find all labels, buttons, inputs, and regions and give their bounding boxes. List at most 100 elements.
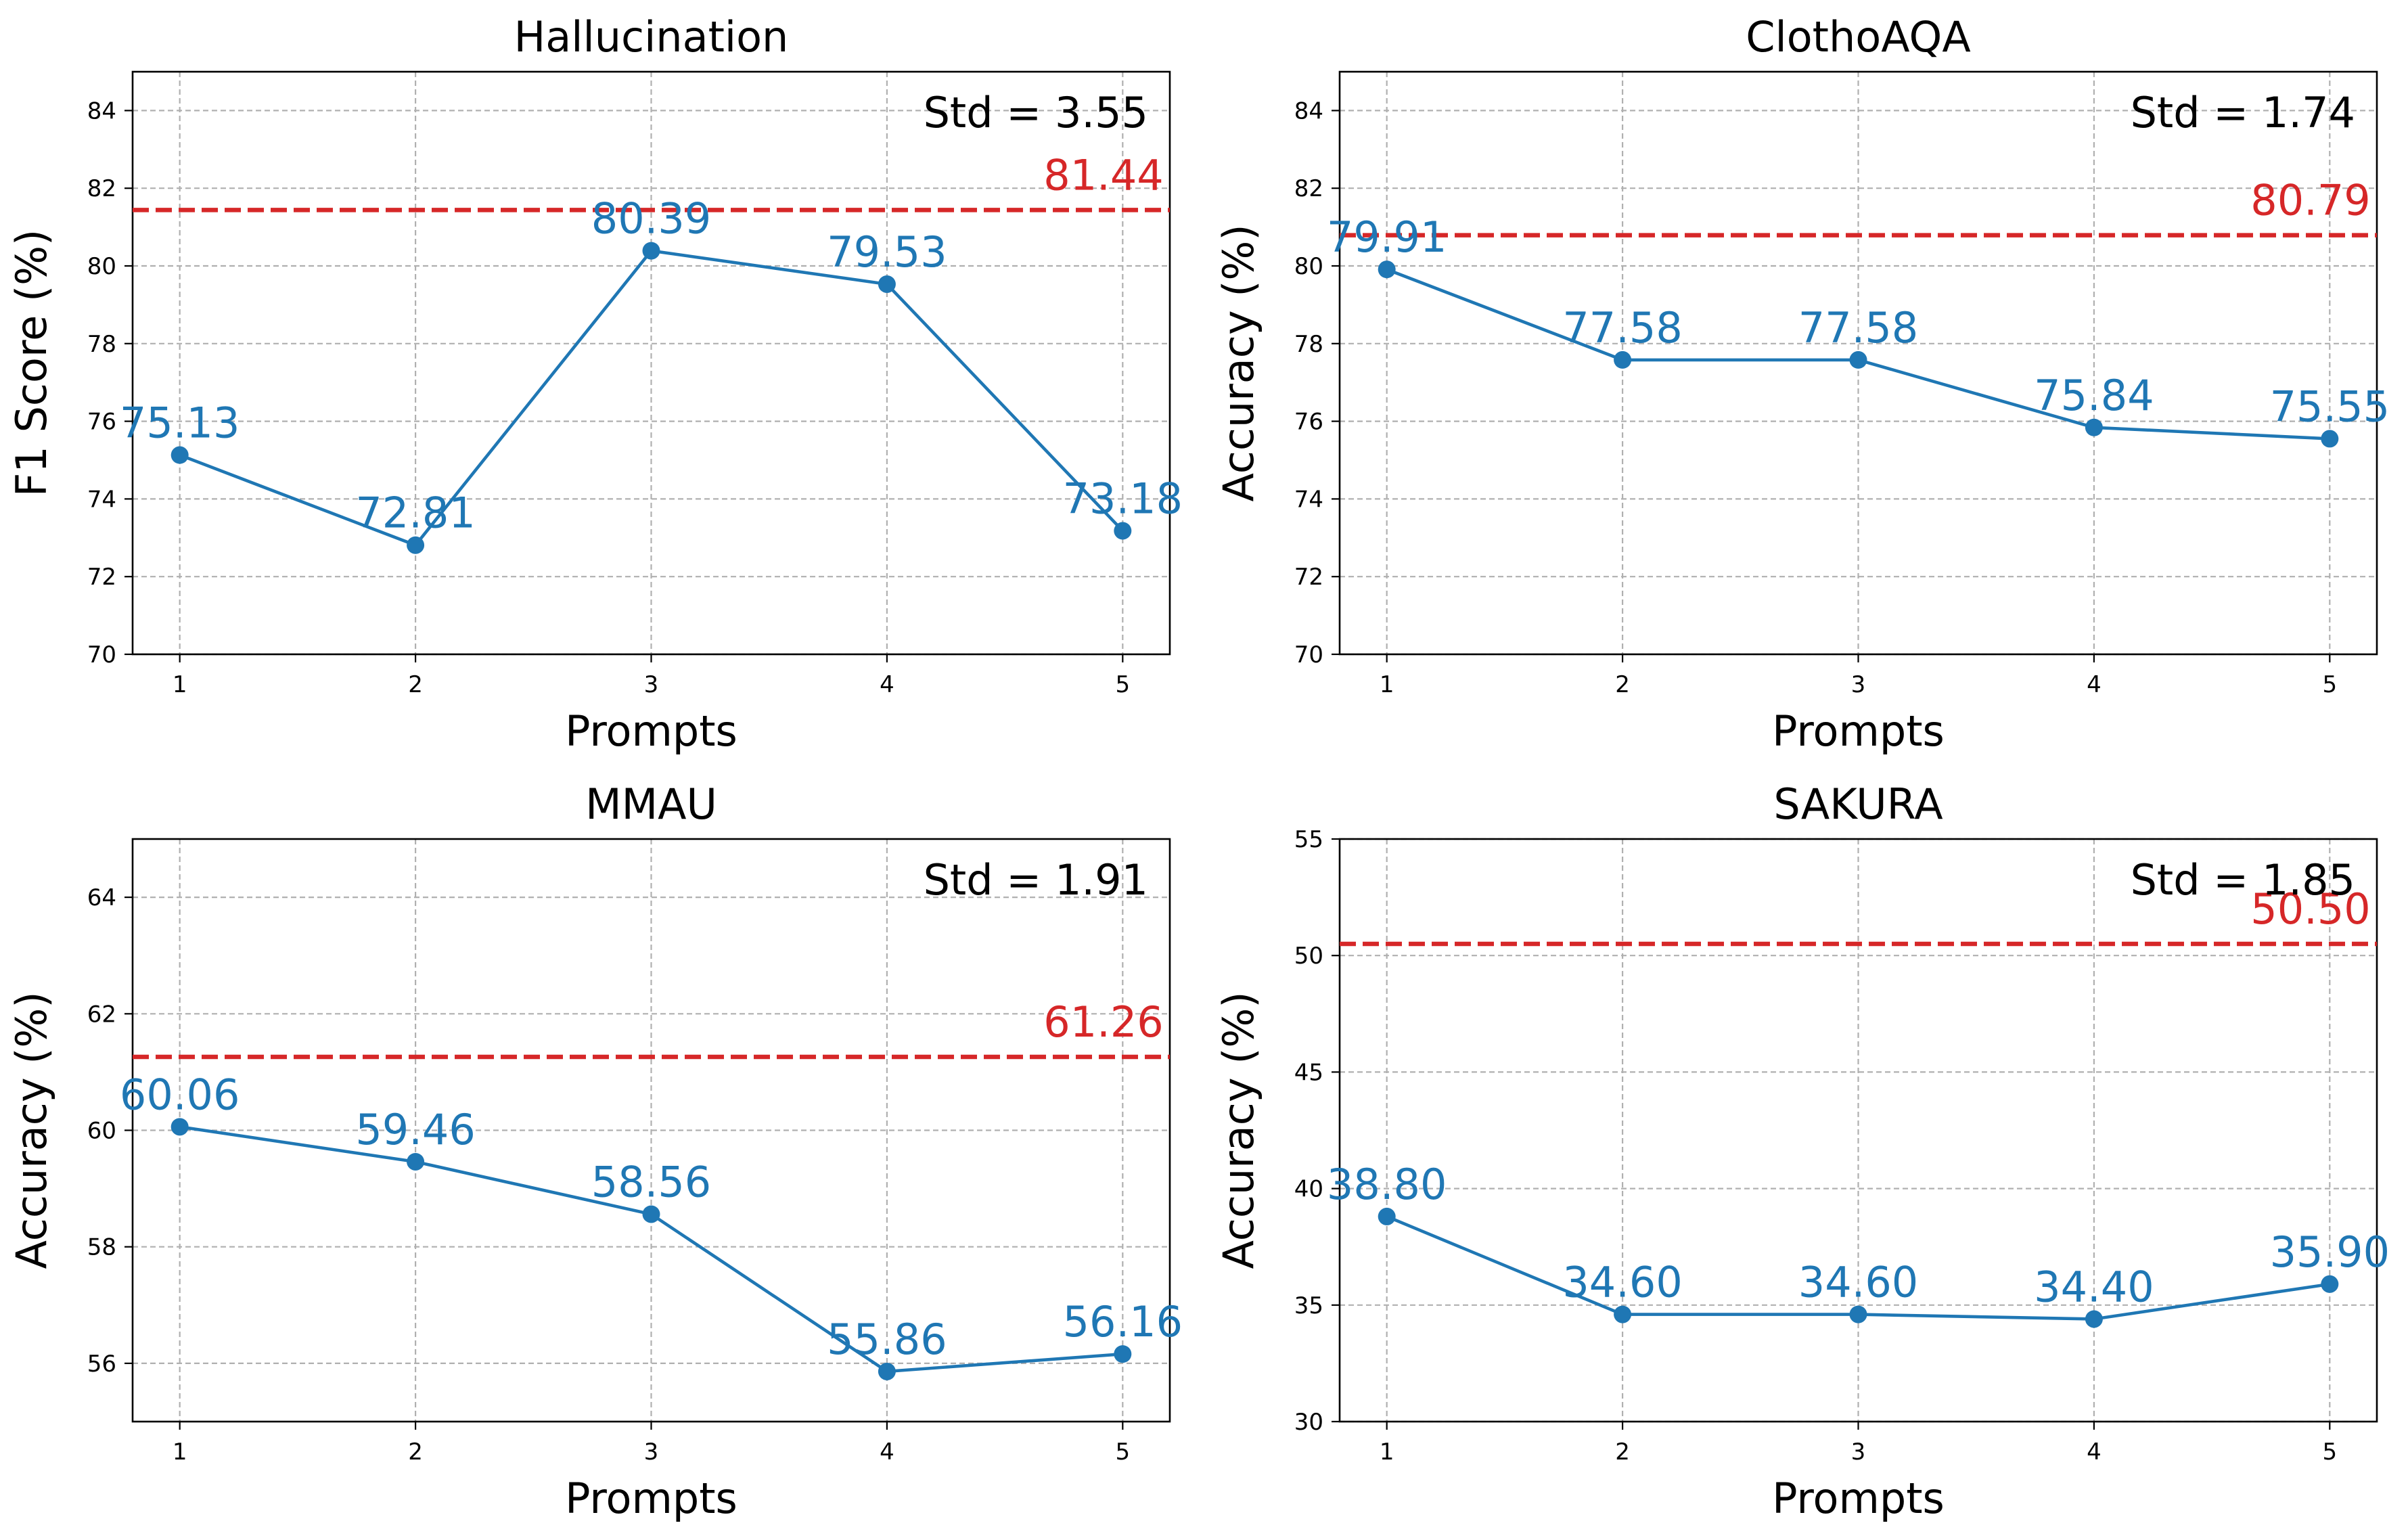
data-point <box>2321 430 2339 448</box>
x-axis-label: Prompts <box>565 706 737 756</box>
y-tick-label: 64 <box>87 884 116 911</box>
chart-title: Hallucination <box>514 12 789 62</box>
x-tick-label: 2 <box>408 671 423 698</box>
data-value-label: 59.46 <box>355 1105 476 1154</box>
data-value-label: 34.60 <box>1798 1258 1919 1307</box>
y-tick-label: 45 <box>1294 1059 1323 1086</box>
y-tick-label: 84 <box>87 97 116 124</box>
chart-title: MMAU <box>585 779 717 829</box>
std-annotation: Std = 1.74 <box>2131 88 2355 137</box>
x-tick-label: 5 <box>2322 671 2337 698</box>
data-value-label: 75.55 <box>2270 382 2390 431</box>
y-tick-label: 58 <box>87 1234 116 1261</box>
x-tick-label: 4 <box>2087 1439 2102 1466</box>
x-axis-label: Prompts <box>1772 1474 1945 1523</box>
x-tick-label: 1 <box>173 671 187 698</box>
y-tick-label: 76 <box>87 409 116 436</box>
data-point <box>878 1362 896 1380</box>
data-point <box>642 242 660 260</box>
x-tick-label: 2 <box>1615 1439 1630 1466</box>
y-axis-label: Accuracy (%) <box>1214 991 1263 1269</box>
x-tick-label: 3 <box>1851 1439 1866 1466</box>
std-annotation: Std = 1.91 <box>924 855 1148 905</box>
y-axis-label: Accuracy (%) <box>7 991 56 1269</box>
y-tick-label: 40 <box>1294 1176 1323 1203</box>
data-point <box>1378 1207 1396 1225</box>
data-value-label: 77.58 <box>1562 303 1683 353</box>
y-tick-label: 72 <box>87 564 116 591</box>
data-value-label: 79.91 <box>1327 212 1447 262</box>
data-point <box>1114 522 1132 540</box>
data-point <box>407 536 425 554</box>
x-tick-label: 1 <box>1380 1439 1394 1466</box>
x-tick-label: 5 <box>2322 1439 2337 1466</box>
reference-value-label: 50.50 <box>2250 884 2371 934</box>
x-tick-label: 2 <box>408 1439 423 1466</box>
reference-value-label: 80.79 <box>2250 176 2371 225</box>
y-tick-label: 78 <box>87 331 116 358</box>
x-axis-label: Prompts <box>1772 706 1945 756</box>
y-axis-label: Accuracy (%) <box>1214 224 1263 501</box>
data-point <box>1378 261 1396 279</box>
x-tick-label: 5 <box>1115 1439 1130 1466</box>
y-tick-label: 82 <box>1294 175 1323 202</box>
x-tick-label: 3 <box>644 671 659 698</box>
y-tick-label: 30 <box>1294 1409 1323 1436</box>
x-tick-label: 4 <box>880 1439 894 1466</box>
chart-panel-2: 1 2 3 4 5 70 72 74 76 78 80 82 84 80.79 79.91 77.58 77.5… <box>1214 12 2390 756</box>
y-tick-label: 50 <box>1294 943 1323 970</box>
y-tick-label: 74 <box>87 486 116 513</box>
data-point <box>878 275 896 293</box>
data-point <box>1614 1305 1632 1323</box>
y-tick-label: 72 <box>1294 564 1323 591</box>
y-tick-label: 60 <box>87 1118 116 1145</box>
data-point <box>171 1118 189 1136</box>
chart-title: ClothoAQA <box>1746 12 1971 62</box>
data-value-label: 55.86 <box>827 1315 947 1364</box>
y-tick-label: 35 <box>1294 1292 1323 1319</box>
data-value-label: 60.06 <box>120 1070 240 1119</box>
x-tick-label: 5 <box>1115 671 1130 698</box>
data-value-label: 34.40 <box>2034 1262 2154 1311</box>
y-tick-label: 78 <box>1294 331 1323 358</box>
data-point <box>407 1152 425 1171</box>
y-tick-label: 80 <box>87 253 116 280</box>
data-point <box>1114 1345 1132 1363</box>
y-tick-label: 56 <box>87 1351 116 1378</box>
chart-panel-1: 1 2 3 4 5 70 72 74 76 78 80 82 84 81.44 75.13 72.81 80.3… <box>7 12 1183 756</box>
y-tick-label: 82 <box>87 175 116 202</box>
y-tick-label: 80 <box>1294 253 1323 280</box>
x-tick-label: 3 <box>1851 671 1866 698</box>
y-axis-label: F1 Score (%) <box>7 229 56 497</box>
reference-value-label: 61.26 <box>1043 997 1164 1047</box>
data-point <box>1849 350 1867 369</box>
x-tick-label: 1 <box>173 1439 187 1466</box>
chart-panel-3: 1 2 3 4 5 56 58 60 62 64 61.26 60.06 59.46 58.56 55.86… <box>7 779 1183 1523</box>
data-value-label: 79.53 <box>827 227 947 277</box>
data-point <box>1849 1305 1867 1323</box>
data-point <box>2085 1310 2103 1328</box>
data-point <box>171 446 189 464</box>
x-tick-label: 2 <box>1615 671 1630 698</box>
data-value-label: 58.56 <box>591 1157 712 1206</box>
data-point <box>642 1205 660 1223</box>
x-tick-label: 3 <box>644 1439 659 1466</box>
chart-title: SAKURA <box>1773 779 1943 829</box>
x-tick-label: 4 <box>2087 671 2102 698</box>
x-axis-label: Prompts <box>565 1474 737 1523</box>
data-point <box>2085 418 2103 436</box>
x-tick-label: 1 <box>1380 671 1394 698</box>
data-value-label: 77.58 <box>1798 303 1919 353</box>
data-value-label: 38.80 <box>1327 1160 1447 1209</box>
data-point <box>2321 1275 2339 1293</box>
y-tick-label: 84 <box>1294 97 1323 124</box>
std-annotation: Std = 3.55 <box>924 88 1148 137</box>
data-value-label: 80.39 <box>591 194 712 244</box>
reference-value-label: 81.44 <box>1043 150 1164 200</box>
data-value-label: 72.81 <box>355 489 476 538</box>
data-value-label: 75.13 <box>120 399 240 448</box>
y-tick-label: 62 <box>87 1001 116 1028</box>
y-tick-label: 70 <box>1294 641 1323 669</box>
data-value-label: 56.16 <box>1063 1297 1183 1346</box>
